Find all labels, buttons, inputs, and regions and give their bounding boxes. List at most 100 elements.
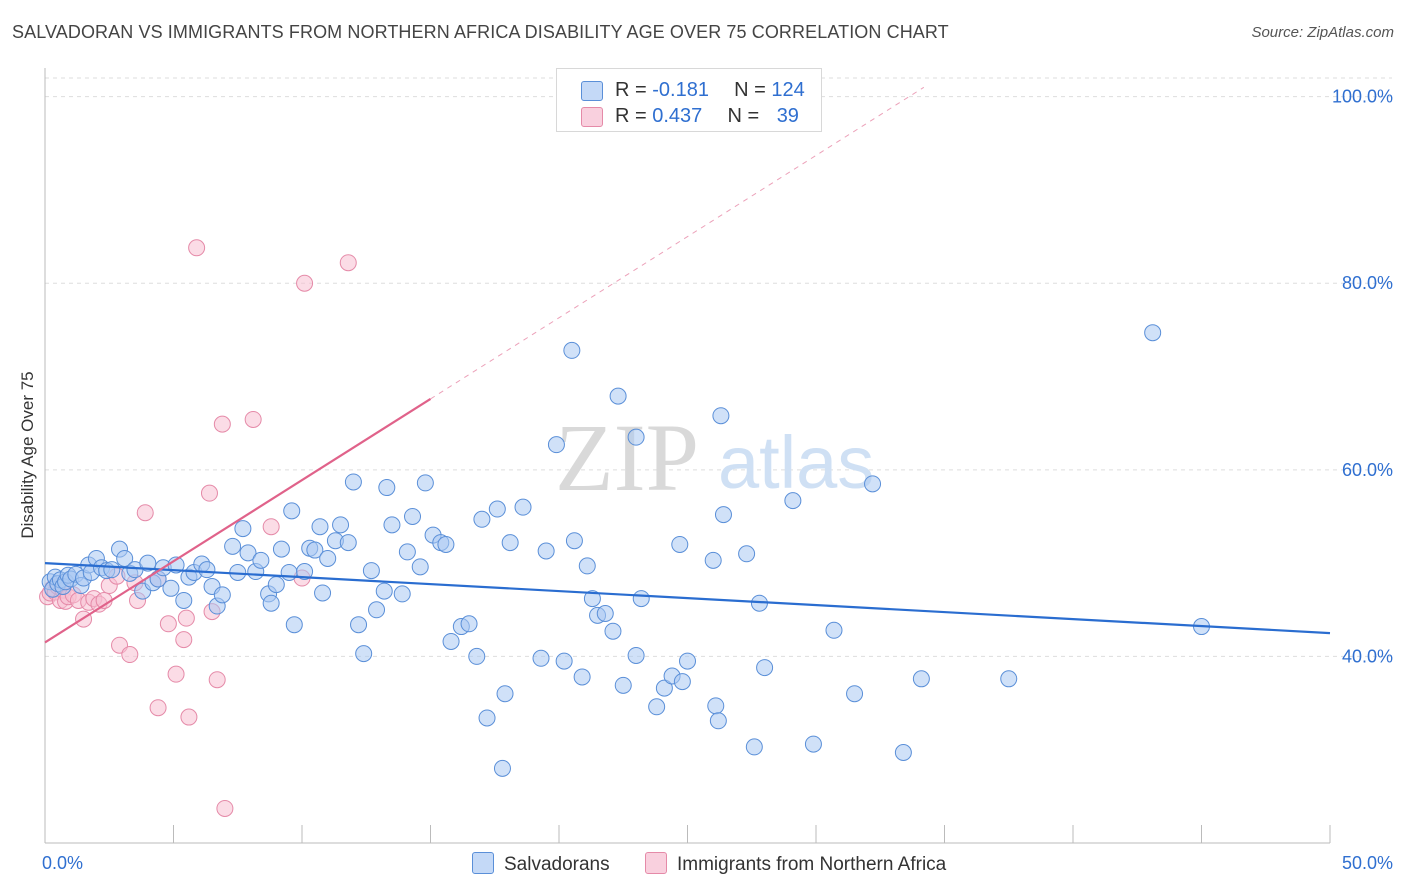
legend-r-value: -0.181 bbox=[652, 79, 709, 101]
trend-line-northern-africa bbox=[44, 397, 432, 644]
data-point-salvadoran bbox=[714, 506, 732, 524]
data-point-salvadoran bbox=[306, 541, 324, 559]
data-point-salvadoran bbox=[285, 616, 303, 634]
legend-r-label: R = bbox=[615, 105, 647, 127]
data-point-salvadoran bbox=[537, 542, 555, 560]
data-point-salvadoran bbox=[224, 537, 242, 555]
data-point-salvadoran bbox=[648, 698, 666, 716]
gridlines bbox=[45, 77, 1392, 657]
series-salvadorans-points bbox=[41, 324, 1210, 777]
legend-n-value: 124 bbox=[771, 79, 805, 101]
data-point-salvadoran bbox=[784, 492, 802, 510]
data-point-salvadoran bbox=[234, 520, 252, 538]
data-point-northern-africa bbox=[200, 484, 218, 502]
data-point-salvadoran bbox=[488, 500, 506, 518]
correlation-legend: R = -0.181 N = 124 R = 0.437 N = 39 bbox=[556, 68, 822, 132]
data-point-northern-africa bbox=[167, 665, 185, 683]
data-point-northern-africa bbox=[136, 504, 154, 522]
legend-r-label: R = bbox=[615, 79, 647, 101]
data-point-northern-africa bbox=[208, 671, 226, 689]
data-point-salvadoran bbox=[679, 652, 696, 670]
data-point-salvadoran bbox=[709, 712, 727, 730]
data-point-northern-africa bbox=[244, 410, 262, 428]
data-point-salvadoran bbox=[267, 576, 285, 594]
data-point-salvadoran bbox=[565, 532, 583, 550]
data-point-salvadoran bbox=[673, 673, 691, 691]
data-point-salvadoran bbox=[804, 735, 822, 753]
trend-line-salvadorans bbox=[44, 562, 1331, 635]
data-point-salvadoran bbox=[745, 738, 763, 756]
y-axis-label: Disability Age Over 75 bbox=[18, 371, 37, 539]
bottom-legend-salvadorans: Salvadorans bbox=[472, 852, 610, 876]
data-point-salvadoran bbox=[393, 585, 411, 603]
data-point-salvadoran bbox=[583, 590, 601, 608]
data-point-salvadoran bbox=[411, 558, 429, 576]
legend-swatch-blue bbox=[581, 81, 603, 101]
bottom-legend-swatch-pink bbox=[645, 852, 667, 874]
data-point-salvadoran bbox=[283, 502, 301, 520]
data-point-salvadoran bbox=[514, 498, 532, 516]
data-point-salvadoran bbox=[272, 540, 290, 558]
data-point-salvadoran bbox=[573, 668, 591, 686]
data-point-salvadoran bbox=[614, 676, 632, 694]
y-tick-label: 100.0% bbox=[1332, 87, 1393, 107]
data-point-salvadoran bbox=[375, 582, 393, 600]
data-point-salvadoran bbox=[468, 647, 486, 665]
data-point-northern-africa bbox=[159, 615, 177, 633]
data-point-salvadoran bbox=[311, 518, 329, 536]
data-point-salvadoran bbox=[578, 557, 596, 575]
data-point-salvadoran bbox=[378, 479, 396, 497]
watermark-atlas: atlas bbox=[718, 421, 874, 504]
data-point-salvadoran bbox=[563, 341, 581, 359]
data-point-salvadoran bbox=[213, 586, 231, 604]
data-point-northern-africa bbox=[180, 708, 198, 726]
data-point-salvadoran bbox=[437, 535, 455, 553]
data-point-salvadoran bbox=[473, 510, 491, 528]
data-point-salvadoran bbox=[175, 591, 193, 609]
data-point-northern-africa bbox=[177, 609, 195, 627]
data-point-salvadoran bbox=[239, 544, 257, 562]
y-tick-label: 40.0% bbox=[1342, 646, 1393, 666]
bottom-legend-label-salvadorans: Salvadorans bbox=[504, 854, 610, 875]
data-point-salvadoran bbox=[383, 516, 401, 534]
data-point-salvadoran bbox=[442, 632, 460, 650]
data-point-salvadoran bbox=[604, 622, 622, 640]
data-point-salvadoran bbox=[825, 621, 843, 639]
tick-labels: 40.0% 60.0% 80.0% 100.0% 0.0% 50.0% bbox=[42, 87, 1393, 873]
data-point-salvadoran bbox=[501, 534, 519, 552]
data-point-northern-africa bbox=[216, 799, 234, 817]
data-point-salvadoran bbox=[103, 561, 121, 579]
data-point-salvadoran bbox=[252, 551, 270, 569]
data-point-salvadoran bbox=[496, 685, 514, 703]
data-point-salvadoran bbox=[198, 561, 216, 579]
data-point-salvadoran bbox=[555, 652, 573, 670]
data-point-salvadoran bbox=[362, 562, 380, 580]
data-point-northern-africa bbox=[121, 646, 139, 664]
data-point-northern-africa bbox=[175, 631, 193, 649]
legend-swatch-pink bbox=[581, 107, 603, 127]
data-point-northern-africa bbox=[262, 518, 280, 536]
data-point-salvadoran bbox=[368, 601, 386, 619]
data-point-salvadoran bbox=[344, 473, 362, 491]
axes bbox=[44, 68, 1331, 844]
data-point-salvadoran bbox=[460, 615, 478, 633]
bottom-legend-northern-africa: Immigrants from Northern Africa bbox=[645, 852, 946, 876]
data-point-salvadoran bbox=[609, 387, 627, 405]
watermark: ZIP atlas bbox=[555, 404, 874, 511]
data-point-northern-africa bbox=[296, 274, 314, 292]
legend-n-label: N = bbox=[727, 105, 760, 127]
data-point-salvadoran bbox=[864, 475, 882, 493]
data-point-salvadoran bbox=[547, 436, 565, 454]
x-tick-label: 0.0% bbox=[42, 853, 83, 873]
data-point-salvadoran bbox=[355, 645, 373, 663]
legend-n-value: 39 bbox=[776, 105, 799, 127]
data-point-salvadoran bbox=[280, 563, 298, 581]
data-point-salvadoran bbox=[632, 590, 650, 608]
data-point-salvadoran bbox=[398, 543, 416, 561]
trend-lines bbox=[44, 86, 1331, 644]
trend-extension-northern-africa bbox=[430, 86, 925, 400]
y-tick-label: 60.0% bbox=[1342, 460, 1393, 480]
data-point-salvadoran bbox=[332, 516, 350, 534]
data-point-salvadoran bbox=[296, 563, 314, 581]
